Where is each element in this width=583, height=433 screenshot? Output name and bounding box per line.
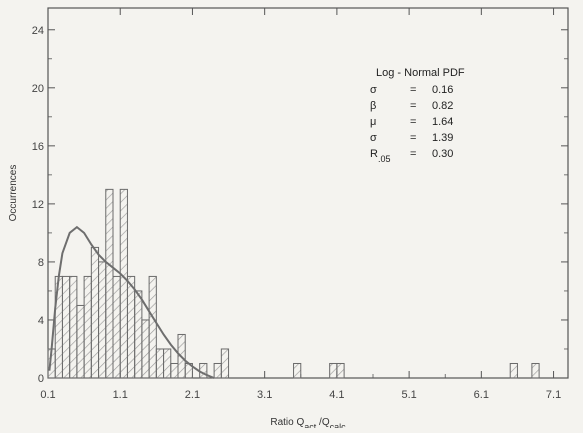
legend-equals: = (410, 148, 416, 160)
histogram-bar (509, 362, 518, 379)
histogram-bar (112, 275, 121, 379)
legend-value: 0.16 (432, 84, 453, 96)
legend-title: Log - Normal PDF (376, 67, 465, 79)
histogram-bar (61, 275, 71, 379)
legend-equals: = (410, 132, 416, 144)
y-tick-label: 0 (38, 373, 44, 385)
y-tick-label: 4 (38, 315, 44, 327)
x-tick-label: 0.1 (40, 389, 55, 401)
histogram-bar (98, 261, 107, 379)
x-tick-label: 3.1 (257, 389, 272, 401)
histogram-bar (141, 319, 150, 379)
x-label-text: Ratio Q (270, 417, 304, 428)
legend-symbol: σ (370, 84, 377, 96)
histogram-bar (336, 362, 345, 379)
histogram-bar (134, 290, 143, 379)
histogram-bar (126, 275, 136, 379)
x-tick-label: 7.1 (546, 389, 561, 401)
histogram-bar (293, 362, 302, 379)
y-axis-label: Occurrences (8, 165, 19, 222)
histogram-bar (163, 348, 172, 379)
histogram-bar (83, 275, 92, 379)
histogram-bar (155, 348, 165, 379)
histogram-bar (199, 362, 208, 379)
histogram-bar (148, 275, 157, 379)
legend-symbol: σ (370, 132, 377, 144)
x-tick-label: 1.1 (113, 389, 128, 401)
y-tick-label: 12 (32, 199, 44, 211)
histogram-bar (213, 362, 222, 379)
legend-equals: = (410, 100, 416, 112)
x-tick-label: 2.1 (185, 389, 200, 401)
histogram-bar (329, 362, 338, 379)
plot-frame (47, 7, 569, 379)
legend-equals: = (410, 116, 416, 128)
legend-symbol-text: R (370, 148, 378, 160)
legend-value: 1.39 (432, 132, 453, 144)
legend-symbol: μ (370, 116, 376, 128)
histogram-bar (531, 362, 540, 379)
histogram-bar (90, 246, 100, 379)
x-label-text: /Q (316, 417, 330, 428)
legend-symbol: R.05 (370, 148, 390, 164)
y-tick-label: 20 (32, 83, 44, 95)
legend-symbol-text: σ (370, 84, 377, 96)
y-tick-label: 24 (32, 25, 44, 37)
histogram-bar (69, 275, 78, 379)
histogram-bar (119, 188, 128, 379)
legend-equals: = (410, 84, 416, 96)
x-label-subscript: calc (330, 422, 347, 428)
x-tick-label: 5.1 (401, 389, 416, 401)
histogram-bar (76, 304, 85, 379)
x-label-subscript: act (304, 422, 317, 428)
legend-symbol-text: σ (370, 132, 377, 144)
legend-symbol-text: μ (370, 116, 376, 128)
y-tick-label: 16 (32, 141, 44, 153)
histogram-bar (105, 188, 114, 379)
legend-value: 0.30 (432, 148, 453, 160)
x-tick-label: 6.1 (474, 389, 489, 401)
x-axis-label: Ratio Qact /Qcalc (270, 417, 346, 428)
legend-value: 0.82 (432, 100, 453, 112)
y-tick-label: 8 (38, 257, 44, 269)
x-tick-label: 4.1 (329, 389, 344, 401)
legend-value: 1.64 (432, 116, 453, 128)
legend-symbol: β (370, 100, 376, 112)
histogram-bar (220, 348, 230, 379)
histogram-bar (170, 362, 179, 379)
lognormal-fit-curve (48, 225, 215, 379)
legend-symbol-subscript: .05 (378, 154, 391, 164)
legend-symbol-text: β (370, 100, 376, 112)
